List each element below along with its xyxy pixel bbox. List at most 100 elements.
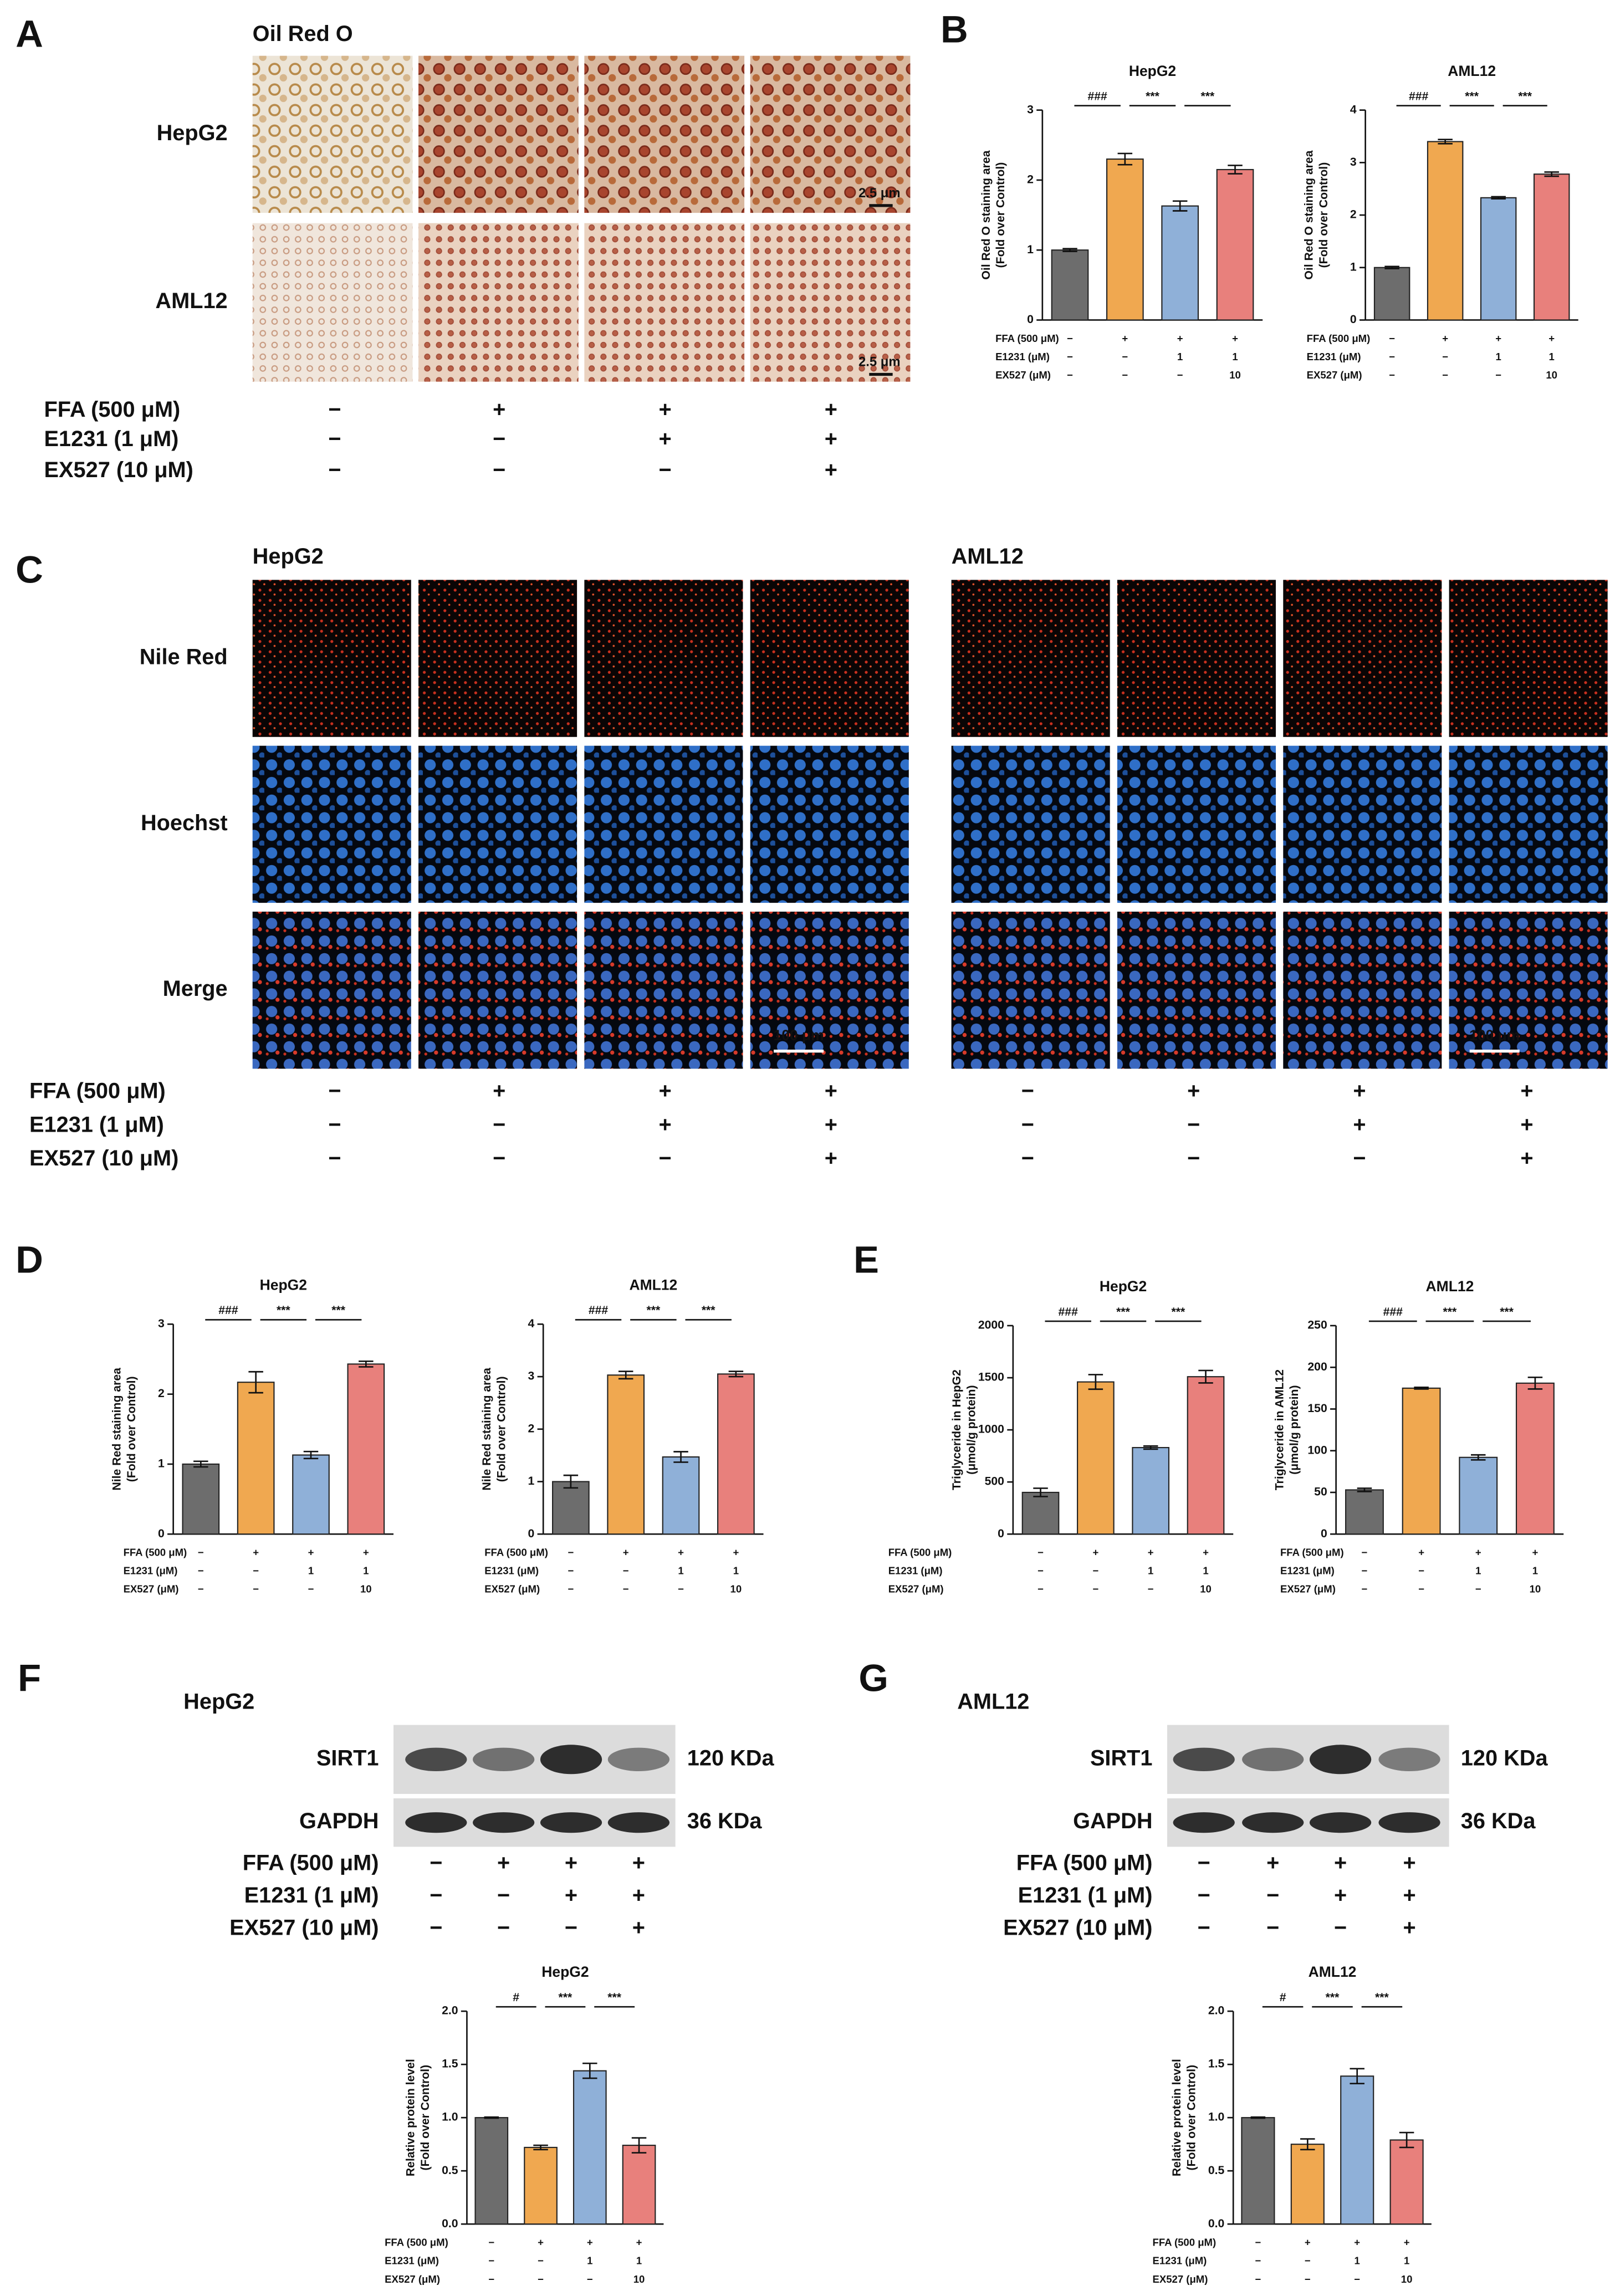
blot-band (1173, 1812, 1235, 1833)
treatment-cell: − (568, 1565, 574, 1577)
panel-label: B (941, 8, 968, 50)
blot-band (1173, 1747, 1235, 1771)
treatment-cell: − (1305, 2255, 1311, 2267)
treatment-cell: + (825, 1146, 837, 1170)
treatment-cell: − (1092, 1583, 1098, 1595)
treatment-cell: − (1198, 1915, 1210, 1940)
treatment-cell: 1 (363, 1565, 369, 1577)
bar (1077, 1381, 1115, 1535)
treatment-label: E1231 (μM) (385, 2255, 439, 2267)
treatment-cell: − (587, 2273, 593, 2285)
treatment-cell: − (1418, 1565, 1424, 1577)
significance-label: ### (589, 1304, 609, 1317)
treatment-label: EX527 (μM) (1307, 369, 1362, 381)
blot-band (1309, 1745, 1372, 1775)
treatment-cell: − (493, 1112, 505, 1137)
bar (1515, 1382, 1555, 1535)
y-tick-label: 0 (158, 1527, 165, 1540)
micrograph (584, 580, 743, 737)
treatment-cell: − (1177, 369, 1183, 381)
panel-label: D (16, 1238, 43, 1281)
micrograph (750, 223, 911, 382)
micrograph (750, 55, 911, 213)
y-axis-label: Oil Red O staining area (1303, 150, 1316, 279)
y-axis-label: Triglyceride in HepG2 (950, 1369, 963, 1490)
significance-label: *** (1116, 1306, 1130, 1318)
treatment-cell: − (1334, 1915, 1347, 1940)
treatment-cell: − (1389, 351, 1395, 362)
bar (1290, 2144, 1325, 2225)
treatment-cell: + (1177, 333, 1183, 344)
bar (573, 2070, 607, 2225)
micrograph (252, 745, 411, 903)
treatment-cell: − (328, 1078, 341, 1103)
treatment-label: E1231 (1 μM) (29, 1112, 164, 1137)
micrograph (584, 55, 745, 213)
significance-label: *** (277, 1304, 290, 1317)
chart-title: AML12 (1426, 1278, 1474, 1295)
treatment-cell: − (538, 2255, 544, 2267)
blot-size: 36 KDa (687, 1809, 763, 1833)
chart-title: HepG2 (1129, 63, 1176, 79)
significance-label: ### (1383, 1306, 1403, 1318)
y-tick-label: 4 (528, 1317, 534, 1330)
treatment-cell: + (658, 427, 671, 451)
treatment-cell: − (1187, 1146, 1200, 1170)
treatment-cell: − (198, 1583, 204, 1595)
treatment-cell: + (1232, 333, 1238, 344)
treatment-cell: − (1389, 369, 1395, 381)
treatment-cell: − (493, 458, 505, 482)
y-axis-label: (Fold over Control) (1317, 162, 1330, 268)
treatment-label: FFA (500 μM) (385, 2237, 448, 2248)
row-label: Nile Red (140, 645, 228, 669)
significance-label: *** (646, 1304, 660, 1317)
y-axis-label: Triglyceride in AML12 (1274, 1369, 1286, 1490)
treatment-cell: − (1442, 351, 1448, 362)
treatment-cell: + (253, 1547, 259, 1558)
treatment-cell: + (1548, 333, 1555, 344)
treatment-cell: + (658, 1112, 671, 1137)
treatment-cell: + (636, 2237, 642, 2248)
blot-protein: SIRT1 (316, 1746, 379, 1770)
treatment-cell: 1 (1404, 2255, 1409, 2267)
treatment-label: E1231 (μM) (1153, 2255, 1207, 2267)
treatment-cell: − (253, 1565, 259, 1577)
y-axis-label: Relative protein level (404, 2059, 417, 2176)
blot-band (473, 1747, 535, 1771)
treatment-cell: − (497, 1915, 510, 1940)
treatment-cell: − (430, 1883, 442, 1908)
blot-size: 120 KDa (687, 1746, 775, 1770)
row-label: HepG2 (157, 121, 228, 145)
treatment-cell: + (632, 1851, 645, 1875)
treatment-cell: + (1403, 1851, 1415, 1875)
panel-label: C (16, 548, 43, 591)
significance-label: *** (559, 1991, 573, 2004)
treatment-cell: + (825, 427, 837, 451)
significance-label: # (1280, 1991, 1286, 2004)
bar (1427, 141, 1464, 321)
scale-bar-label: 2.5 μm (858, 355, 901, 370)
y-axis-label: Oil Red O staining area (980, 150, 993, 279)
significance-label: *** (1518, 90, 1532, 103)
panel-label: E (854, 1238, 879, 1281)
treatment-cell: − (497, 1883, 510, 1908)
treatment-cell: + (1532, 1547, 1538, 1558)
treatment-cell: + (565, 1851, 577, 1875)
treatment-cell: − (1092, 1565, 1098, 1577)
significance-label: *** (1200, 90, 1214, 103)
panel-label: F (18, 1656, 41, 1699)
bar (662, 1456, 700, 1535)
treatment-label: FFA (500 μM) (243, 1851, 379, 1875)
treatment-cell: − (1122, 351, 1128, 362)
treatment-cell: + (1353, 1078, 1366, 1103)
treatment-cell: + (1334, 1883, 1347, 1908)
bar (1389, 2139, 1424, 2225)
micrograph (951, 745, 1110, 903)
treatment-cell: − (1389, 333, 1395, 344)
treatment-cell: 10 (1401, 2273, 1413, 2285)
bar (717, 1373, 755, 1535)
y-tick-label: 200 (1307, 1361, 1327, 1373)
treatment-cell: − (623, 1583, 629, 1595)
treatment-cell: + (632, 1915, 645, 1940)
y-tick-label: 50 (1314, 1486, 1327, 1499)
